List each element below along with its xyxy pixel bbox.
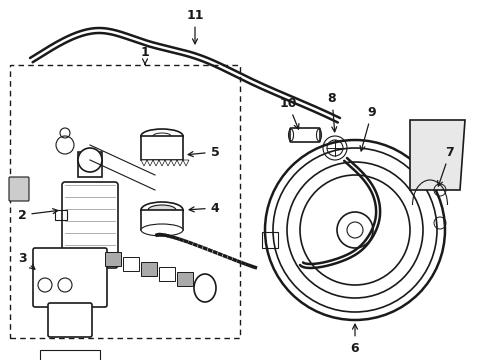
Text: 8: 8	[328, 91, 337, 132]
Polygon shape	[183, 160, 189, 166]
Ellipse shape	[194, 274, 216, 302]
Circle shape	[38, 278, 52, 292]
Circle shape	[347, 222, 363, 238]
Polygon shape	[141, 160, 147, 166]
Bar	[159, 267, 175, 281]
Ellipse shape	[148, 205, 176, 215]
FancyBboxPatch shape	[62, 182, 118, 268]
Bar	[55, 210, 67, 220]
Bar	[78, 152, 102, 177]
Circle shape	[58, 278, 72, 292]
Text: 5: 5	[188, 145, 220, 158]
FancyBboxPatch shape	[48, 303, 92, 337]
Polygon shape	[177, 160, 183, 166]
Bar	[262, 232, 278, 248]
Polygon shape	[153, 160, 159, 166]
FancyBboxPatch shape	[33, 248, 107, 307]
Text: 6: 6	[351, 324, 359, 355]
Ellipse shape	[141, 202, 183, 218]
Bar	[10, 65, 240, 338]
Polygon shape	[159, 160, 165, 166]
Circle shape	[78, 148, 102, 172]
Text: 10: 10	[279, 96, 299, 129]
Ellipse shape	[141, 129, 183, 143]
Polygon shape	[410, 120, 465, 190]
Text: 3: 3	[18, 252, 35, 269]
Bar	[123, 257, 139, 271]
Bar	[141, 262, 157, 276]
Bar	[40, 350, 100, 360]
Text: 1: 1	[141, 45, 149, 64]
Ellipse shape	[141, 224, 183, 236]
Text: 7: 7	[438, 145, 454, 186]
Polygon shape	[147, 160, 153, 166]
FancyBboxPatch shape	[9, 177, 29, 201]
Text: 11: 11	[186, 9, 204, 44]
Bar	[177, 272, 193, 286]
Bar	[105, 252, 121, 266]
Text: 2: 2	[18, 208, 58, 221]
Bar	[141, 136, 183, 160]
Text: 4: 4	[189, 202, 220, 215]
Polygon shape	[171, 160, 177, 166]
Bar	[141, 210, 183, 230]
Text: 9: 9	[360, 105, 376, 151]
Polygon shape	[165, 160, 171, 166]
